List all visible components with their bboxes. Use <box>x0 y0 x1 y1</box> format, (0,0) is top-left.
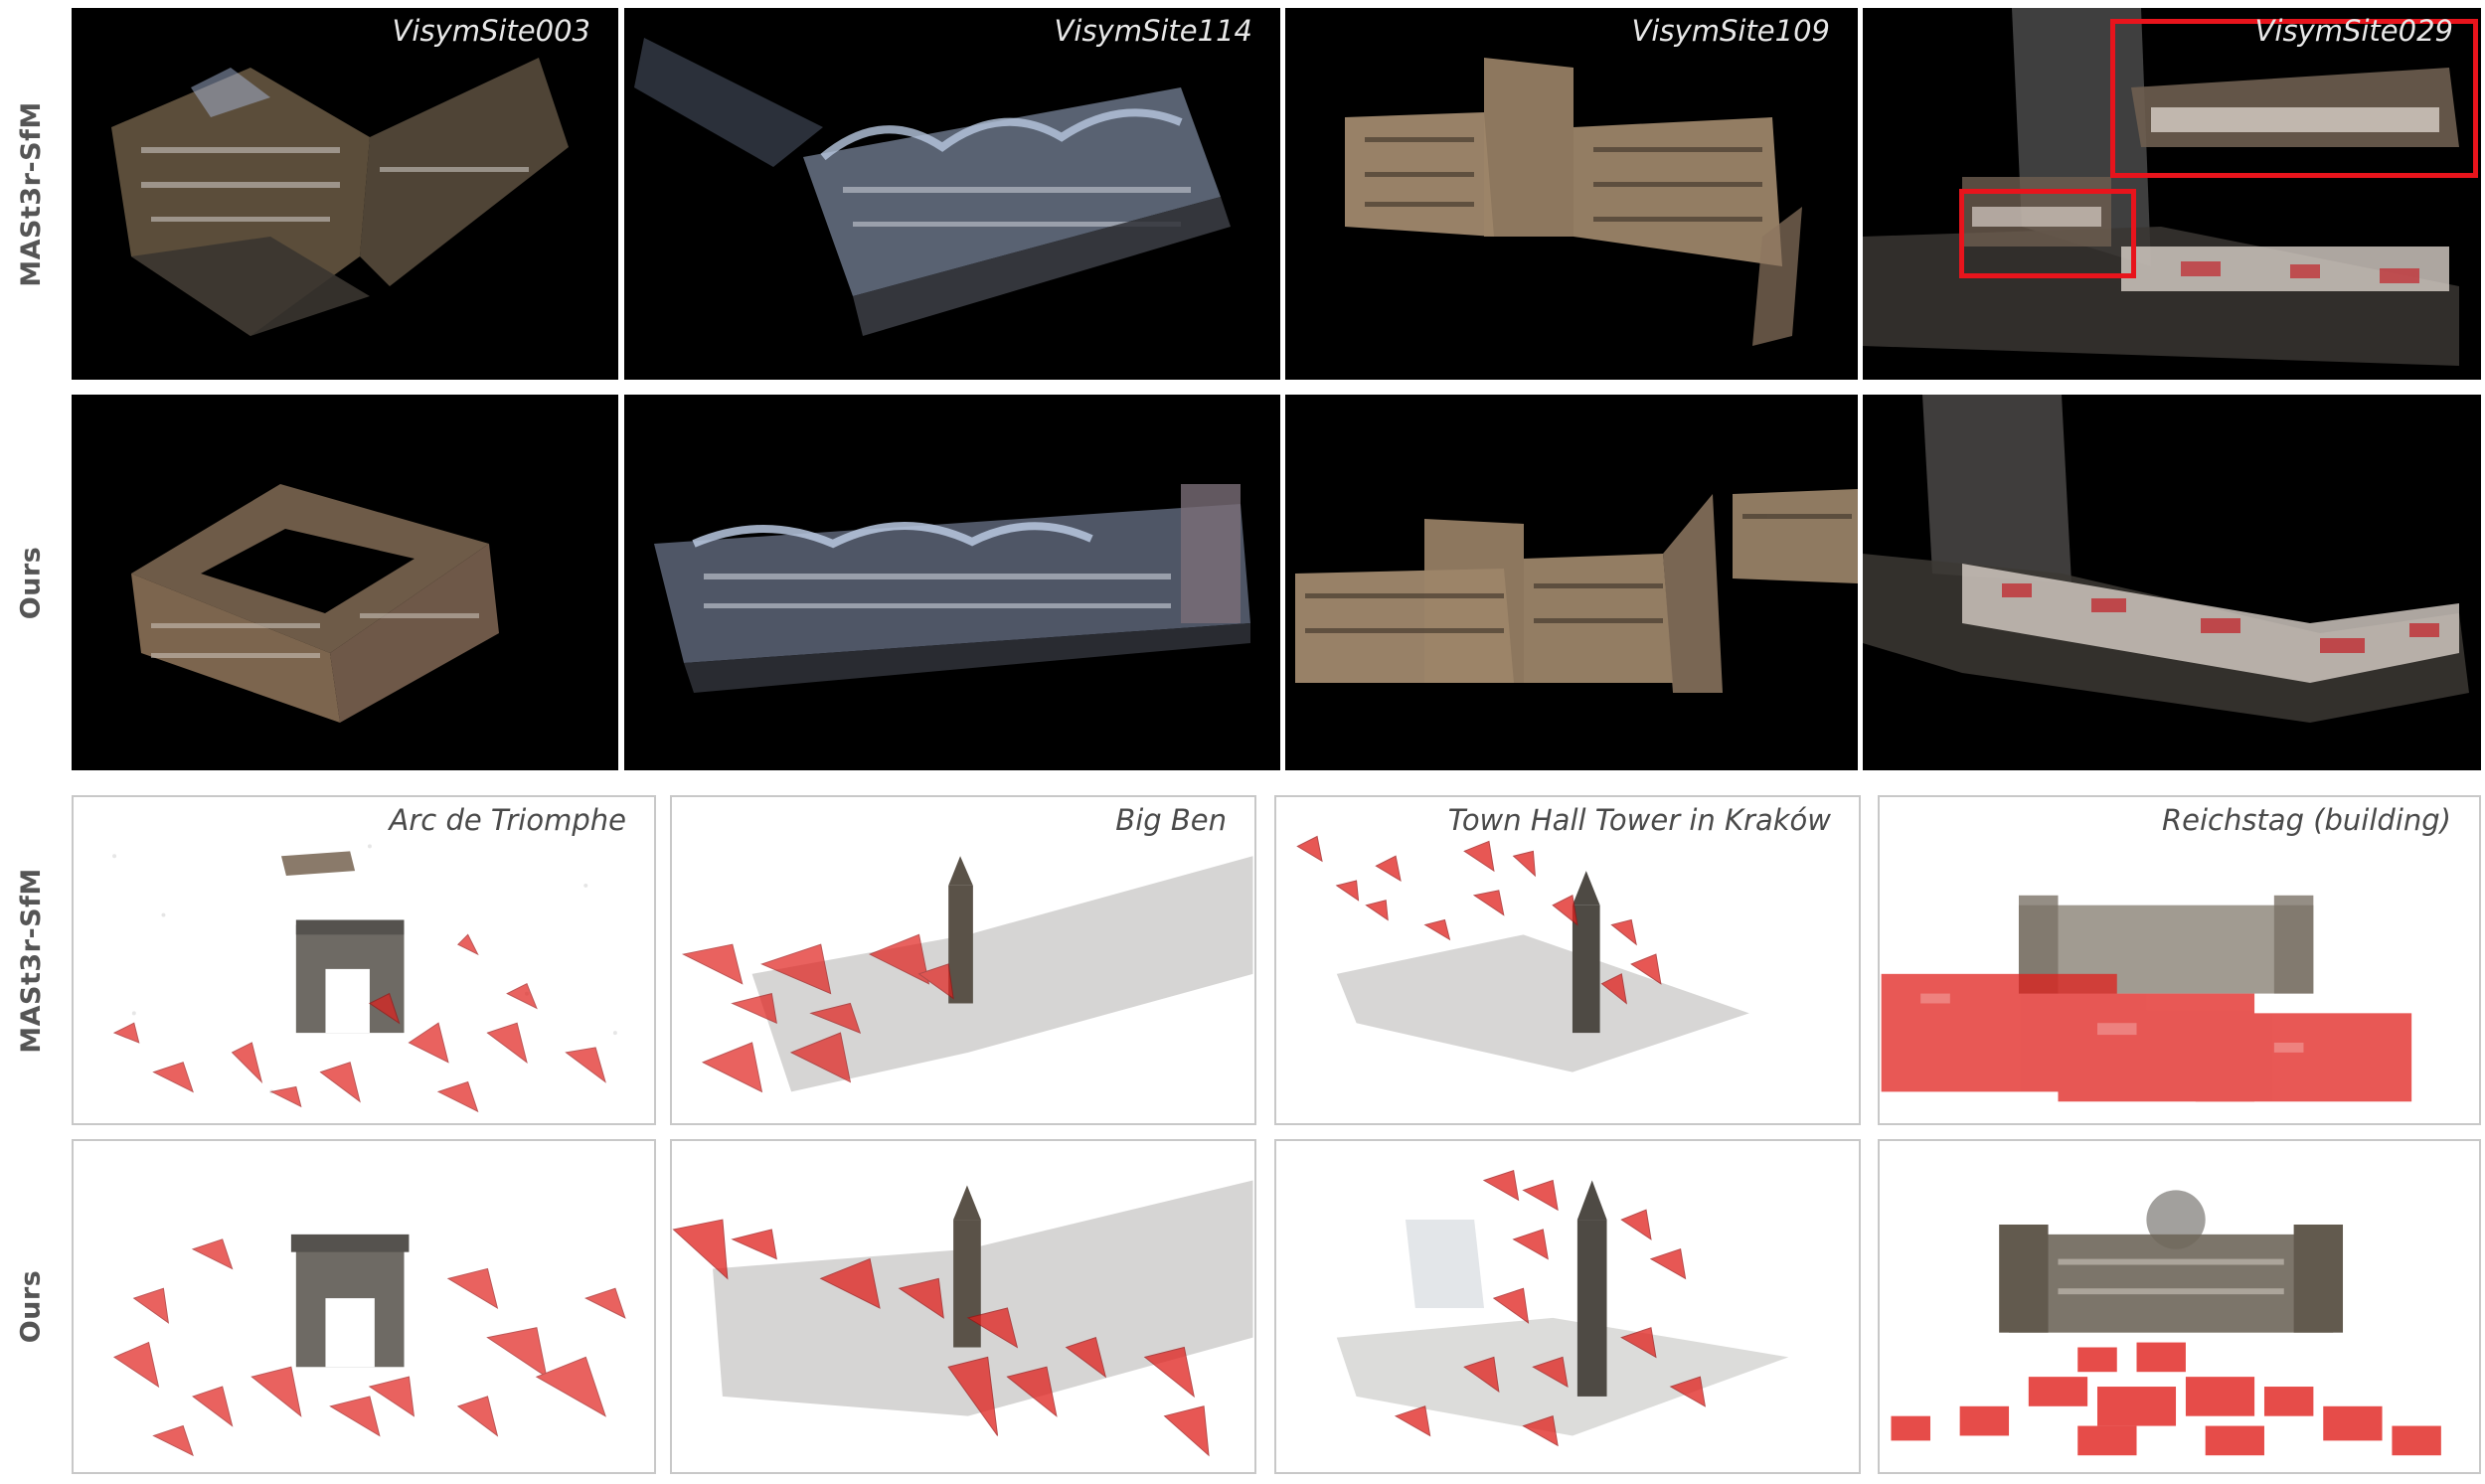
highlight-box-large <box>2110 19 2478 178</box>
reconstruction-image <box>1345 58 1802 346</box>
panel-ours-visymsite109 <box>1285 395 1858 770</box>
reconstruction-image <box>634 38 1231 336</box>
reconstruction-image <box>1881 895 2412 1102</box>
scene-caption: Town Hall Tower in Kraków <box>1447 803 1831 837</box>
reconstruction-image <box>681 856 1253 1093</box>
panel-mast3r-visymsite003: VisymSite003 <box>72 8 618 380</box>
row-label-mast3r-bottom: MASt3r-SfM <box>15 867 47 1054</box>
scene-caption: VisymSite109 <box>1631 14 1830 48</box>
scene-caption: VisymSite114 <box>1054 14 1252 48</box>
reconstruction-image <box>1863 395 2469 723</box>
reconstruction-image <box>1295 489 1858 693</box>
panel-ours-big-ben <box>670 1139 1256 1474</box>
reconstruction-image <box>1891 1190 2441 1456</box>
row-label-ours-top: Ours <box>15 546 47 619</box>
scene-caption: VisymSite029 <box>2254 14 2453 48</box>
panel-mast3r-visymsite029: VisymSite029 <box>1863 8 2481 380</box>
reconstruction-image <box>131 484 499 723</box>
highlight-box-small <box>1959 189 2136 278</box>
scene-caption: VisymSite003 <box>392 14 590 48</box>
panel-ours-arc-de-triomphe <box>72 1139 656 1474</box>
panel-ours-visymsite114 <box>624 395 1280 770</box>
scene-caption: Arc de Triomphe <box>389 803 626 837</box>
panel-ours-reichstag <box>1878 1139 2481 1474</box>
scene-caption: Big Ben <box>1115 803 1227 837</box>
scene-caption: Reichstag (building) <box>2161 803 2451 837</box>
panel-mast3r-town-hall-tower: Town Hall Tower in Kraków <box>1274 795 1861 1125</box>
reconstruction-image <box>112 844 617 1113</box>
reconstruction-image <box>111 58 569 336</box>
panel-mast3r-visymsite109: VisymSite109 <box>1285 8 1858 380</box>
panel-mast3r-arc-de-triomphe: Arc de Triomphe <box>72 795 656 1125</box>
reconstruction-image <box>672 1180 1253 1457</box>
panel-mast3r-reichstag: Reichstag (building) <box>1878 795 2481 1125</box>
reconstruction-image <box>112 1234 626 1457</box>
panel-mast3r-big-ben: Big Ben <box>670 795 1256 1125</box>
reconstruction-image <box>1863 8 2459 366</box>
panel-mast3r-visymsite114: VisymSite114 <box>624 8 1280 380</box>
panel-ours-visymsite029 <box>1863 395 2481 770</box>
reconstruction-image <box>654 484 1250 693</box>
reconstruction-image <box>1336 1169 1789 1447</box>
row-label-mast3r-top: MASt3r-SfM <box>15 100 47 287</box>
row-label-ours-bottom: Ours <box>15 1269 47 1344</box>
reconstruction-image <box>1296 835 1749 1072</box>
panel-ours-visymsite003 <box>72 395 618 770</box>
panel-ours-town-hall-tower <box>1274 1139 1861 1474</box>
